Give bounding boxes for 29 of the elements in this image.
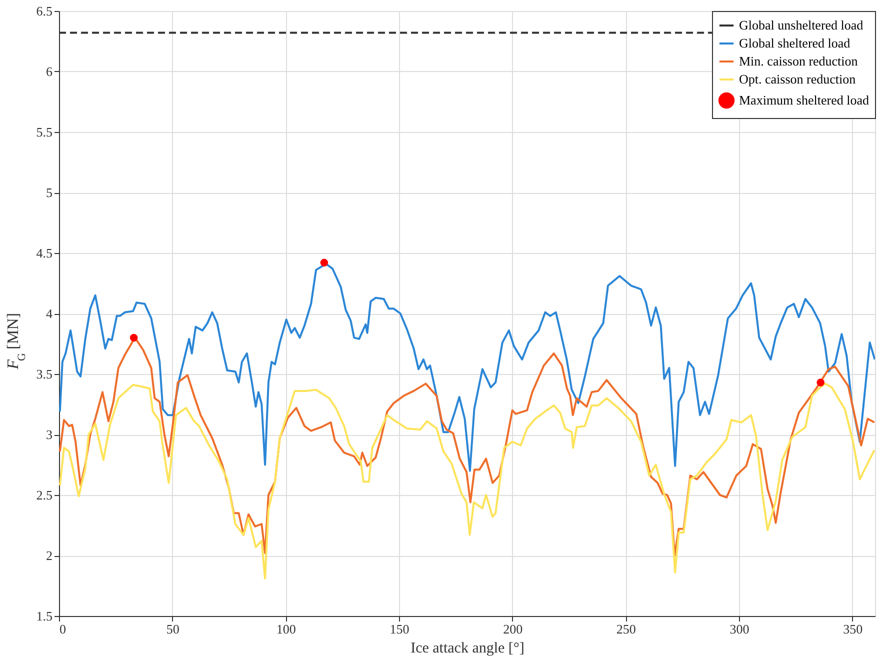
- x-tick-label: 0: [60, 622, 66, 636]
- x-tick-label: 100: [276, 622, 296, 636]
- x-axis-title: Ice attack angle [°]: [410, 640, 524, 656]
- y-tick-label: 2: [46, 548, 52, 563]
- legend-label: Opt. caisson reduction: [739, 72, 856, 86]
- y-tick-label: 6.5: [36, 4, 52, 18]
- legend-label: Min. caisson reduction: [739, 54, 858, 68]
- y-tick-label: 6: [46, 64, 53, 79]
- y-axis-title: FG [MN]: [5, 312, 28, 370]
- point: [320, 258, 328, 267]
- legend-label: Maximum sheltered load: [739, 92, 870, 108]
- x-tick-label: 350: [843, 622, 863, 636]
- y-tick-label: 2.5: [36, 488, 52, 502]
- y-tick-label: 4: [46, 306, 53, 321]
- point: [816, 378, 824, 386]
- y-tick-label: 5.5: [36, 124, 52, 140]
- y-tick-label: 3: [46, 427, 52, 442]
- y-tick-label: 1.5: [36, 608, 52, 624]
- legend-label: Global sheltered load: [739, 36, 851, 50]
- x-tick-label: 300: [730, 622, 750, 636]
- y-tick-label: 4.5: [36, 246, 52, 260]
- x-tick-label: 150: [390, 622, 410, 636]
- x-tick-label: 250: [616, 622, 636, 636]
- point: [130, 334, 138, 342]
- y-tick-label: 3.5: [36, 366, 52, 382]
- legend-label: Global unsheltered load: [739, 18, 864, 32]
- y-tick-label: 5: [46, 185, 52, 200]
- x-tick-label: 50: [166, 622, 180, 636]
- x-tick-label: 200: [503, 622, 523, 636]
